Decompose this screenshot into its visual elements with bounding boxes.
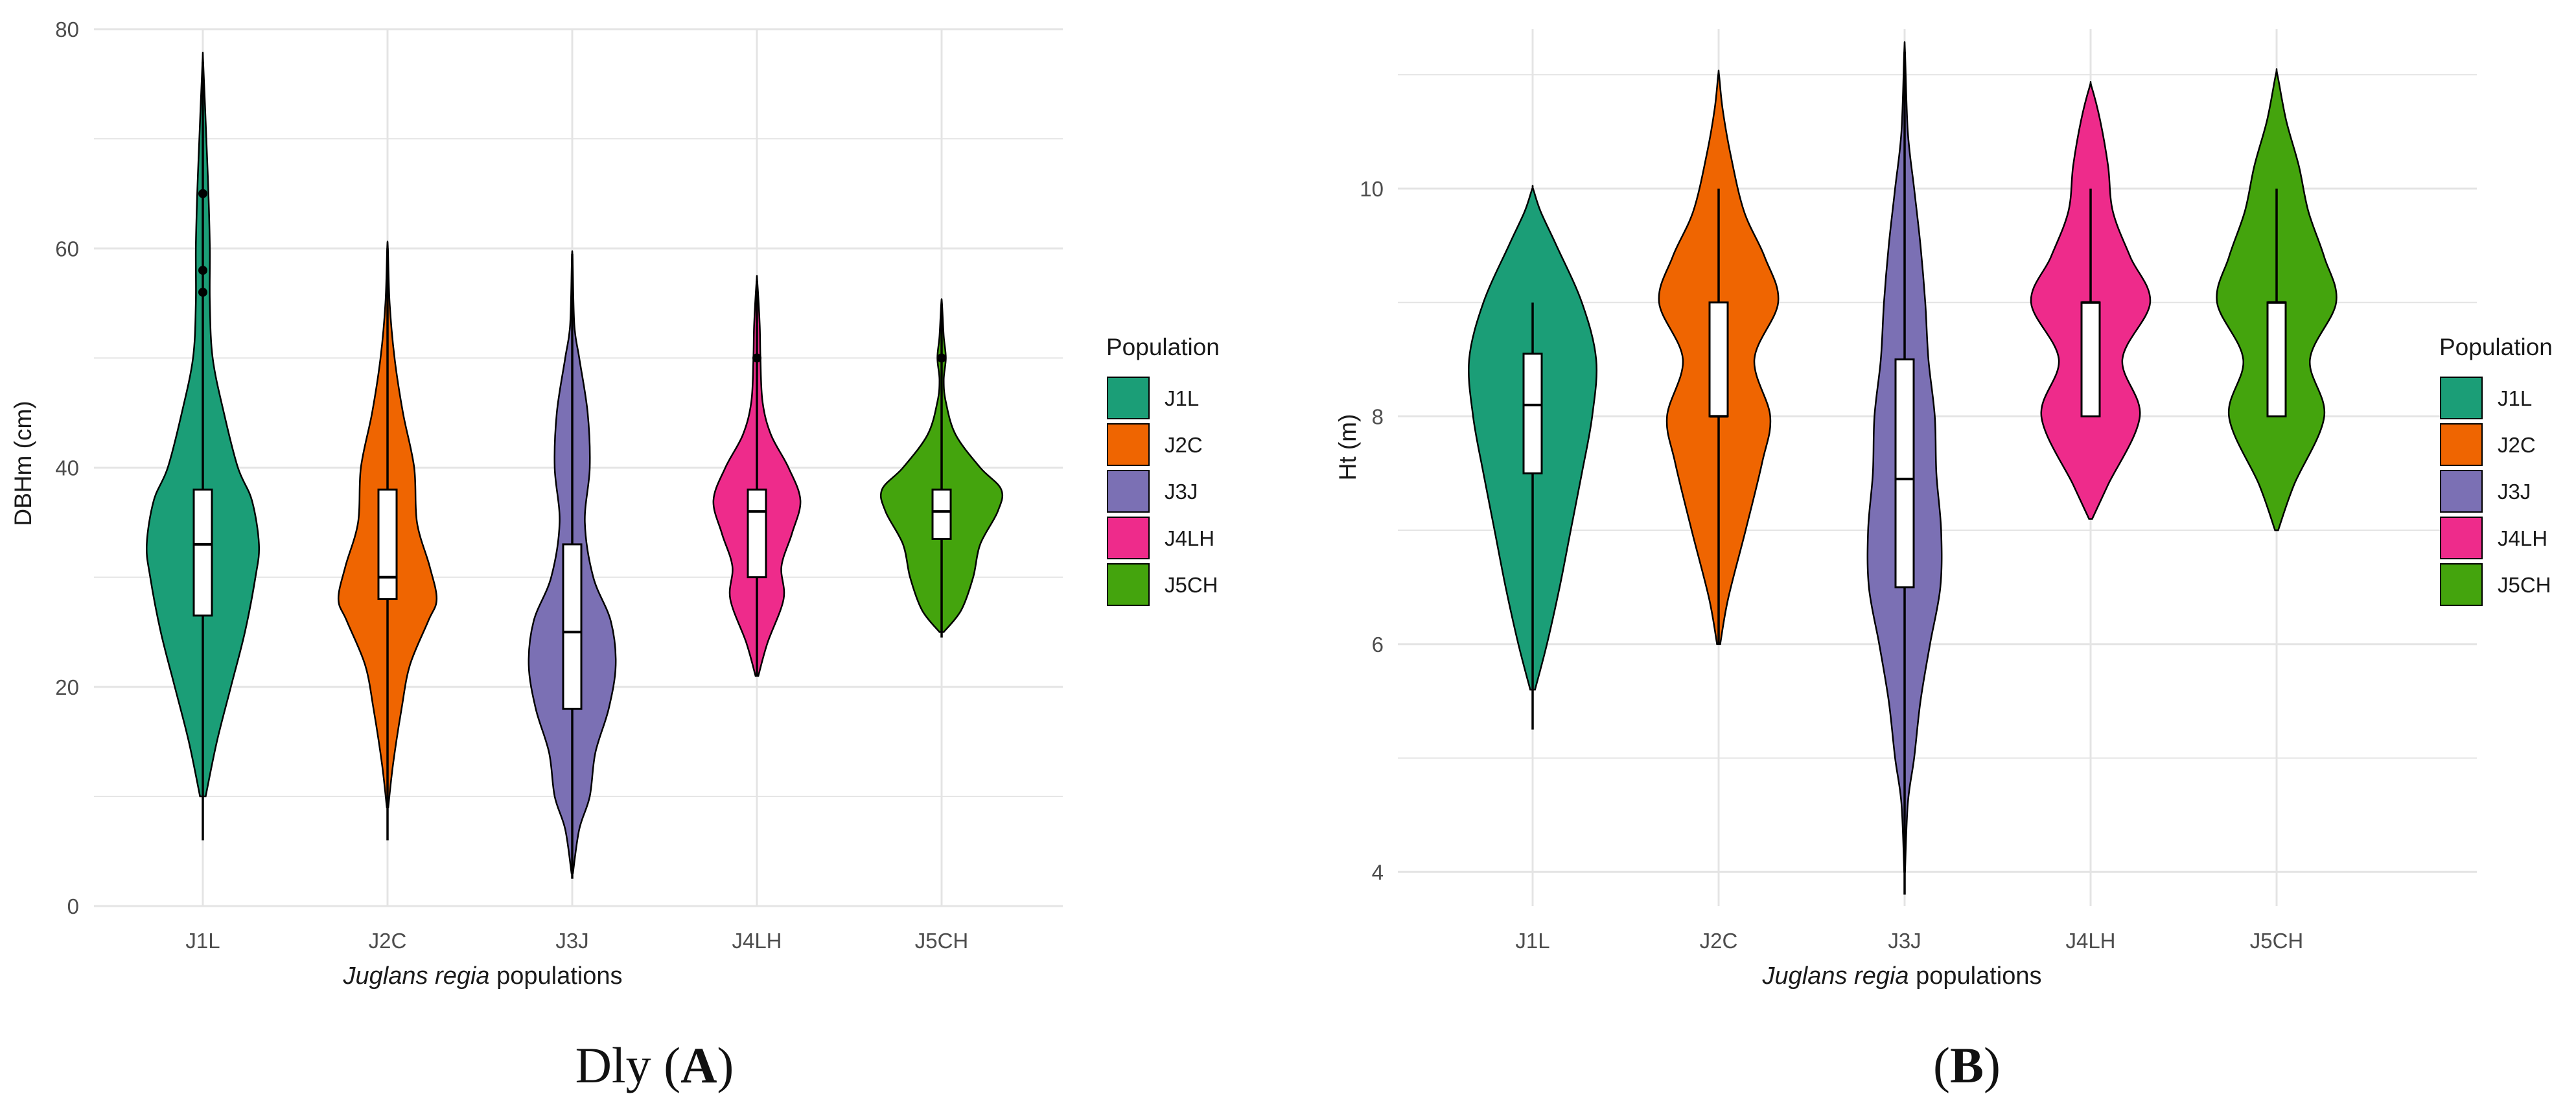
box-iqr xyxy=(562,543,583,710)
panel-a-y-axis-label: DBHm (cm) xyxy=(10,401,36,526)
violin-j2c xyxy=(1658,69,1780,646)
violin-j5ch xyxy=(2216,68,2338,531)
panel-a-x-axis-label: Juglans regia populations xyxy=(343,962,623,990)
x-axis-label-species: Juglans regia xyxy=(1762,962,1909,990)
legend-swatch-j3j xyxy=(1107,470,1150,513)
y-tick-label: 60 xyxy=(55,237,79,261)
panel-b-y-axis-label: Ht (m) xyxy=(1334,414,1361,481)
panel-a-caption-suffix: ) xyxy=(717,1037,734,1093)
outlier-point xyxy=(937,353,946,363)
panel-a-x-tick-labels: J1L J2C J3J J4LH J5CH xyxy=(185,929,968,953)
panel-b-x-tick-labels: J1L J2C J3J J4LH J5CH xyxy=(1515,929,2303,953)
box-iqr xyxy=(2266,301,2287,417)
box-iqr xyxy=(2080,301,2101,417)
legend-label: J4LH xyxy=(2498,526,2547,550)
outlier-point xyxy=(198,189,207,198)
legend-swatch-j4lh xyxy=(2440,517,2483,559)
legend-label: J4LH xyxy=(1165,526,1214,550)
x-axis-label-suffix: populations xyxy=(1909,962,2042,990)
box-iqr xyxy=(931,488,952,540)
y-tick-label: 6 xyxy=(1372,633,1384,657)
legend-swatch-j2c xyxy=(1107,423,1150,466)
legend-label: J1L xyxy=(1165,386,1199,410)
violin-j4lh xyxy=(2030,81,2152,520)
violin-j1l xyxy=(145,51,261,841)
legend-label: J3J xyxy=(1165,480,1198,504)
violin-j4lh xyxy=(712,275,802,677)
panel-b-caption-prefix: ( xyxy=(1933,1037,1950,1093)
panel-a-violins xyxy=(145,51,1004,879)
box-iqr xyxy=(192,488,213,617)
legend-label: J2C xyxy=(1165,433,1203,457)
box-iqr xyxy=(1708,301,1729,417)
box-iqr xyxy=(747,488,767,579)
y-tick-label: 4 xyxy=(1372,860,1384,884)
box-iqr xyxy=(1522,353,1543,474)
x-tick-label: J2C xyxy=(369,929,407,953)
x-tick-label: J3J xyxy=(1888,929,1921,953)
y-tick-label: 10 xyxy=(1360,177,1384,201)
panel-a-legend: Population J1L J2C J3J J4LH J5CH xyxy=(1106,334,1220,606)
y-tick-label: 80 xyxy=(55,17,79,41)
panel-a-caption: Dly (A) xyxy=(575,1037,734,1093)
panel-b-violins xyxy=(1468,41,2338,895)
violin-j3j xyxy=(1866,41,1943,895)
legend-label: J5CH xyxy=(1165,573,1218,597)
y-tick-label: 40 xyxy=(55,456,79,480)
box-iqr xyxy=(377,488,398,600)
panel-a-y-tick-labels: 0 20 40 60 80 xyxy=(55,17,79,918)
x-tick-label: J5CH xyxy=(2250,929,2304,953)
x-axis-label-species: Juglans regia xyxy=(343,962,490,990)
panel-b-caption-suffix: ) xyxy=(1984,1037,2001,1093)
x-axis-label-suffix: populations xyxy=(490,962,623,990)
legend-label: J5CH xyxy=(2498,573,2551,597)
legend-label: J3J xyxy=(2498,480,2531,504)
panel-a: 0 20 40 60 80 J1L J2C J3J J4LH J5CH DBHm (cm) Ju… xyxy=(10,17,1220,1093)
x-tick-label: J5CH xyxy=(915,929,969,953)
legend-title: Population xyxy=(1106,334,1220,360)
legend-swatch-j5ch xyxy=(1107,563,1150,606)
violin-j1l xyxy=(1468,185,1597,730)
panel-b: 4 6 8 10 J1L J2C J3J J4LH J5CH Ht (m) Juglans r… xyxy=(1334,29,2553,1093)
box-iqr xyxy=(1894,358,1915,588)
x-tick-label: J3J xyxy=(555,929,588,953)
x-tick-label: J4LH xyxy=(732,929,782,953)
panel-b-x-axis-label: Juglans regia populations xyxy=(1762,962,2042,990)
panel-a-caption-letter: A xyxy=(680,1037,717,1093)
x-tick-label: J1L xyxy=(1515,929,1549,953)
outlier-point xyxy=(198,266,207,275)
violin-j3j xyxy=(528,250,617,879)
panel-b-caption-letter: B xyxy=(1950,1037,1984,1093)
outlier-point xyxy=(198,287,207,297)
legend-label: J1L xyxy=(2498,386,2532,410)
y-tick-label: 0 xyxy=(67,894,79,918)
legend-swatch-j1l xyxy=(2440,377,2483,419)
legend-swatch-j1l xyxy=(1107,377,1150,419)
panel-b-y-tick-labels: 4 6 8 10 xyxy=(1360,177,1384,884)
legend-title: Population xyxy=(2439,334,2553,360)
outlier-point xyxy=(752,353,761,363)
legend-swatch-j4lh xyxy=(1107,517,1150,559)
x-tick-label: J4LH xyxy=(2065,929,2115,953)
y-tick-label: 8 xyxy=(1372,404,1384,428)
x-tick-label: J2C xyxy=(1700,929,1738,953)
violin-j5ch xyxy=(879,298,1004,638)
panel-b-caption: (B) xyxy=(1933,1037,2001,1093)
y-tick-label: 20 xyxy=(55,675,79,699)
panel-b-legend: Population J1L J2C J3J J4LH J5CH xyxy=(2439,334,2553,606)
legend-swatch-j2c xyxy=(2440,423,2483,466)
legend-label: J2C xyxy=(2498,433,2536,457)
violin-j2c xyxy=(337,240,438,841)
x-tick-label: J1L xyxy=(185,929,220,953)
panel-a-caption-prefix: Dly ( xyxy=(575,1037,680,1093)
legend-swatch-j5ch xyxy=(2440,563,2483,606)
legend-swatch-j3j xyxy=(2440,470,2483,513)
